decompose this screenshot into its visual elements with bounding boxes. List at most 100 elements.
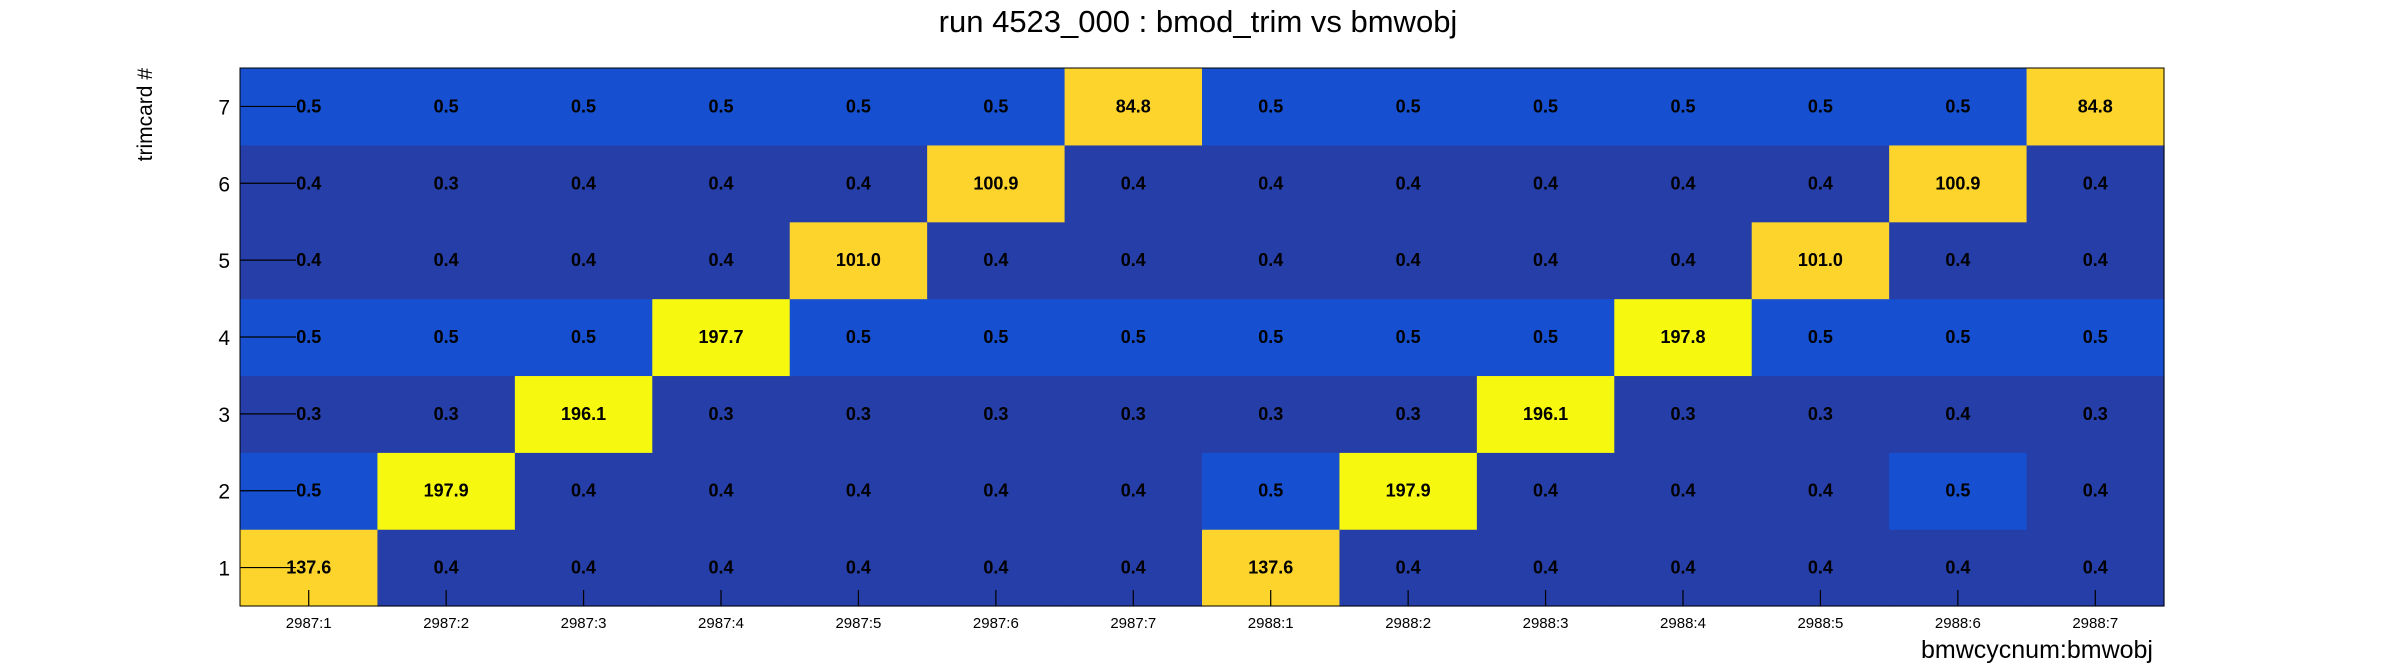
cell-value-label: 0.3 [434, 173, 459, 193]
cell-value-label: 101.0 [836, 250, 881, 270]
cell-value-label: 0.5 [1396, 96, 1421, 116]
cell-value-label: 0.5 [1945, 96, 1970, 116]
heatmap-cell [1751, 144, 1890, 223]
cell-value-label: 0.4 [1533, 250, 1558, 270]
heatmap-cell [2026, 298, 2165, 377]
cell-value-label: 0.4 [1533, 481, 1558, 501]
x-tick-label: 2988:5 [1797, 615, 1843, 632]
heatmap-cell [927, 68, 1066, 146]
cell-value-label: 0.5 [296, 96, 321, 116]
cell-value-label: 0.4 [708, 558, 733, 578]
heatmap-cell [1614, 298, 1753, 377]
cell-value-label: 0.5 [1396, 327, 1421, 347]
heatmap-cell [1064, 298, 1203, 377]
cell-value-label: 0.5 [296, 481, 321, 501]
cell-value-label: 0.5 [1808, 96, 1833, 116]
cell-value-label: 0.4 [1533, 558, 1558, 578]
heatmap-cell [2026, 375, 2165, 453]
y-tick-label: 2 [218, 481, 230, 504]
cell-value-label: 0.4 [1121, 481, 1146, 501]
x-tick-label: 2988:2 [1385, 615, 1431, 632]
heatmap-cell [377, 144, 516, 223]
cell-value-label: 0.4 [296, 250, 321, 270]
cell-value-label: 0.5 [2083, 327, 2108, 347]
x-tick-label: 2988:1 [1248, 615, 1294, 632]
heatmap-cell [652, 375, 791, 453]
heatmap-cell [1202, 375, 1341, 453]
cell-value-labels: 137.6 0.4 0.4 0.4 0.4 0.4 0.4 137.6 0.4 0.4 0.4 0.4… [286, 96, 2113, 577]
heatmap-cell [2026, 68, 2165, 146]
heatmap-cell [927, 375, 1066, 453]
heatmap-cell [1751, 298, 1890, 377]
cell-value-label: 0.5 [983, 327, 1008, 347]
x-tick-label: 2987:4 [698, 615, 744, 632]
heatmap-cell [1751, 452, 1890, 530]
cell-value-label: 0.4 [983, 558, 1008, 578]
heatmap-cell [1614, 221, 1753, 300]
heatmap-cell [377, 298, 516, 377]
heatmap-cell [927, 221, 1066, 300]
heatmap-cell [1064, 221, 1203, 300]
heatmap-cell [652, 221, 791, 300]
heatmap-cell [1202, 221, 1341, 300]
x-tick-label: 2987:5 [835, 615, 881, 632]
heatmap-cell [1751, 68, 1890, 146]
heatmap-cell [2026, 221, 2165, 300]
heatmap-cell [1339, 298, 1478, 377]
heatmap-cell [514, 375, 653, 453]
heatmap-cell [1476, 144, 1615, 223]
axes: 1 2 3 4 5 6 7 2987:1 2987:2 2987:3 2987:4 2987:5 298… [218, 67, 2165, 632]
cell-value-label: 0.4 [1396, 250, 1421, 270]
cell-value-label: 0.3 [846, 404, 871, 424]
heatmap-cell [1339, 144, 1478, 223]
cell-value-label: 0.5 [1533, 327, 1558, 347]
x-tick-label: 2988:7 [2072, 615, 2118, 632]
x-axis-title: bmwcycnum:bmwobj [1921, 636, 2153, 664]
cell-value-label: 84.8 [2078, 96, 2113, 116]
heatmap-cell [1614, 452, 1753, 530]
cell-value-label: 0.3 [296, 404, 321, 424]
cell-value-label: 0.5 [571, 327, 596, 347]
cell-value-label: 0.4 [1670, 173, 1695, 193]
heatmap-cell [377, 375, 516, 453]
cell-value-label: 0.4 [846, 173, 871, 193]
cell-value-label: 0.3 [708, 404, 733, 424]
cell-value-label: 0.4 [708, 250, 733, 270]
y-tick-label: 5 [218, 250, 230, 273]
cell-value-label: 0.4 [571, 173, 596, 193]
y-tick-label: 7 [218, 96, 230, 119]
cell-value-label: 0.5 [983, 96, 1008, 116]
cell-value-label: 0.5 [1808, 327, 1833, 347]
heatmap-cell [377, 452, 516, 530]
cell-value-label: 0.4 [1670, 250, 1695, 270]
heatmap-cell [1614, 375, 1753, 453]
heatmap-cell [789, 68, 928, 146]
heatmap-cell [514, 298, 653, 377]
cell-value-label: 0.4 [1670, 558, 1695, 578]
heatmap-cell [1889, 144, 2028, 223]
cell-value-label: 0.5 [571, 96, 596, 116]
cell-value-label: 84.8 [1116, 96, 1151, 116]
x-tick-label: 2988:3 [1523, 615, 1569, 632]
heatmap-cell [1889, 375, 2028, 453]
cell-value-label: 0.4 [1258, 250, 1283, 270]
cell-value-label: 0.4 [1670, 481, 1695, 501]
heatmap-cell [1202, 68, 1341, 146]
heatmap-cell [1339, 68, 1478, 146]
cell-value-label: 0.5 [708, 96, 733, 116]
chart-title: run 4523_000 : bmod_trim vs bmwobj [939, 4, 1458, 39]
heatmap-cell [377, 68, 516, 146]
cell-value-label: 137.6 [1248, 558, 1293, 578]
heatmap-cell [1064, 452, 1203, 530]
cell-value-label: 0.4 [2083, 558, 2108, 578]
y-tick-label: 3 [218, 404, 230, 427]
cell-value-label: 0.4 [1396, 173, 1421, 193]
heatmap-cell [1339, 375, 1478, 453]
cell-value-label: 0.4 [1945, 558, 1970, 578]
heatmap-cell [1476, 452, 1615, 530]
heatmap-cell [514, 452, 653, 530]
cell-value-label: 0.4 [1258, 173, 1283, 193]
heatmap-cell [1339, 221, 1478, 300]
y-axis-title: trimcard # [134, 68, 157, 162]
